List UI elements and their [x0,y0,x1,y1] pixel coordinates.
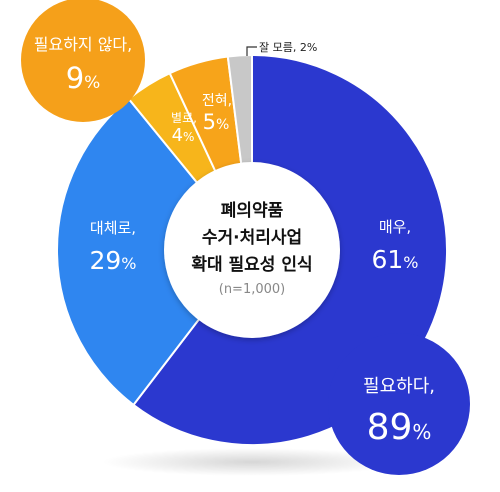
callout-needed-label: 필요하다, [363,376,435,397]
callout-needed [328,333,470,475]
slice-value-mostly-unit: % [121,254,136,273]
center-title-line-3: 확대 필요성 인식 [191,255,312,275]
slice-label-not-at-all: 전혀, [202,93,232,109]
slice-value-not-at-all-number: 5 [203,110,216,134]
slice-value-not-really-number: 4 [172,125,183,146]
slice-value-very-unit: % [403,253,418,272]
slice-value-mostly: 29% [89,246,136,275]
slice-value-very: 61% [371,245,418,274]
slice-value-not-at-all-unit: % [216,117,229,133]
center-circle [164,162,340,338]
slice-label-not-really: 별로, [171,111,197,125]
dont-know-leader-line [246,46,257,56]
slice-value-mostly-number: 29 [89,246,121,275]
slice-mostly [56,97,254,407]
ground-shadow [102,448,402,476]
slice-value-not-really-unit: % [183,130,194,144]
slice-label-mostly: 대체로, [90,219,136,237]
callout-needed-value: 89% [367,407,432,448]
center-title-line-1: 폐의약품 [221,200,284,221]
callout-not-needed-number: 9 [66,61,84,95]
center-title-line-2: 수거·처리사업 [202,228,302,248]
callout-needed-unit: % [412,420,431,444]
slice-value-very-number: 61 [371,245,403,274]
callout-not-needed [21,0,145,122]
slice-label-dont-know: 잘 모름, 2% [259,41,317,54]
center-subtitle: (n=1,000) [219,282,286,297]
callout-not-needed-value: 9% [66,61,101,95]
callout-not-needed-label: 필요하지 않다, [34,35,133,54]
slice-label-very: 매우, [379,218,411,236]
slice-value-not-at-all: 5% [203,110,230,134]
callout-not-needed-unit: % [84,73,100,93]
slice-value-not-really: 4% [172,125,195,146]
callout-needed-number: 89 [367,407,413,448]
